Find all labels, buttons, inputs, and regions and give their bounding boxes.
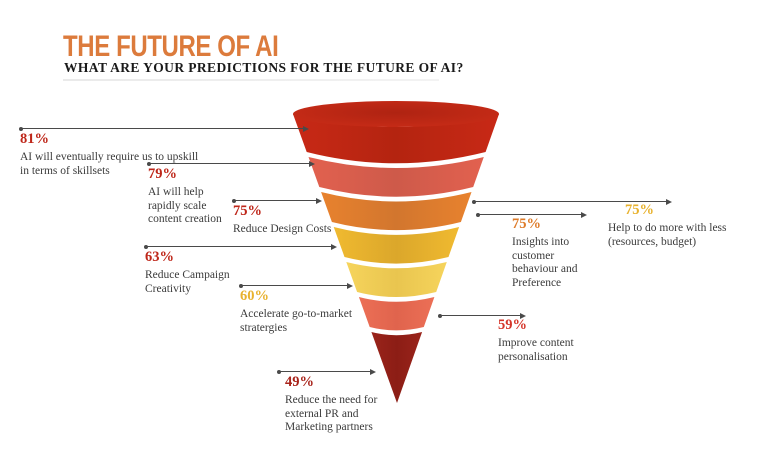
connector-line-63 — [144, 243, 337, 250]
callout-49-value: 49% — [285, 374, 314, 390]
connector-line-49 — [277, 368, 376, 375]
callout-79-label: AI will help rapidly scale content creat… — [148, 186, 222, 225]
callout-75-more-label: Help to do more with less (resources, bu… — [608, 222, 727, 248]
funnel-segment-49 — [371, 332, 423, 403]
funnel-top-ellipse — [293, 101, 499, 127]
page-title: THE FUTURE OF AI — [63, 30, 279, 63]
connector-line-81 — [19, 125, 309, 132]
callout-59: 59% Improve content personalisation — [498, 318, 618, 364]
callout-79: 79% AI will help rapidly scale content c… — [148, 167, 268, 227]
callout-75-design: 75% Reduce Design Costs — [233, 204, 363, 237]
callout-75-insights-value: 75% — [512, 216, 541, 232]
callout-75-more-value: 75% — [625, 202, 654, 218]
funnel-segment-81 — [293, 114, 499, 164]
callout-75-design-value: 75% — [233, 203, 262, 219]
callout-59-label: Improve content personalisation — [498, 337, 574, 363]
callout-75-insights: 75% Insights into customer behaviour and… — [512, 217, 622, 290]
page-subtitle: WHAT ARE YOUR PREDICTIONS FOR THE FUTURE… — [64, 60, 464, 75]
callout-63-label: Reduce Campaign Creativity — [145, 269, 230, 295]
callout-81: 81% AI will eventually require us to ups… — [20, 132, 255, 178]
connector-line-60 — [239, 282, 353, 289]
funnel-segment-59 — [358, 297, 435, 331]
callout-49: 49% Reduce the need for external PR and … — [285, 375, 415, 435]
connector-line-75-more — [472, 198, 672, 205]
callout-75-more: 75% Help to do more with less (resources… — [608, 203, 757, 249]
callout-60-label: Accelerate go-to-market stratergies — [240, 308, 353, 334]
header-divider — [63, 79, 439, 81]
callout-63-value: 63% — [145, 249, 174, 265]
connector-line-75-insights — [476, 211, 587, 218]
funnel-segment-79 — [308, 157, 484, 197]
callout-60-value: 60% — [240, 288, 269, 304]
callout-63: 63% Reduce Campaign Creativity — [145, 250, 275, 296]
callout-75-design-label: Reduce Design Costs — [233, 223, 332, 235]
funnel-segment-63 — [333, 227, 460, 264]
callout-75-insights-label: Insights into customer behaviour and Pre… — [512, 236, 578, 289]
connector-line-75-design — [232, 197, 322, 204]
callout-60: 60% Accelerate go-to-market stratergies — [240, 289, 380, 335]
callout-81-label: AI will eventually require us to upskill… — [20, 151, 199, 177]
connector-line-59 — [438, 312, 526, 319]
callout-59-value: 59% — [498, 317, 527, 333]
callout-49-label: Reduce the need for external PR and Mark… — [285, 394, 378, 433]
funnel-segment-75 — [321, 192, 472, 231]
funnel-segment-60 — [346, 262, 447, 297]
connector-line-79 — [147, 160, 315, 167]
callout-81-value: 81% — [20, 131, 49, 147]
callout-79-value: 79% — [148, 166, 177, 182]
